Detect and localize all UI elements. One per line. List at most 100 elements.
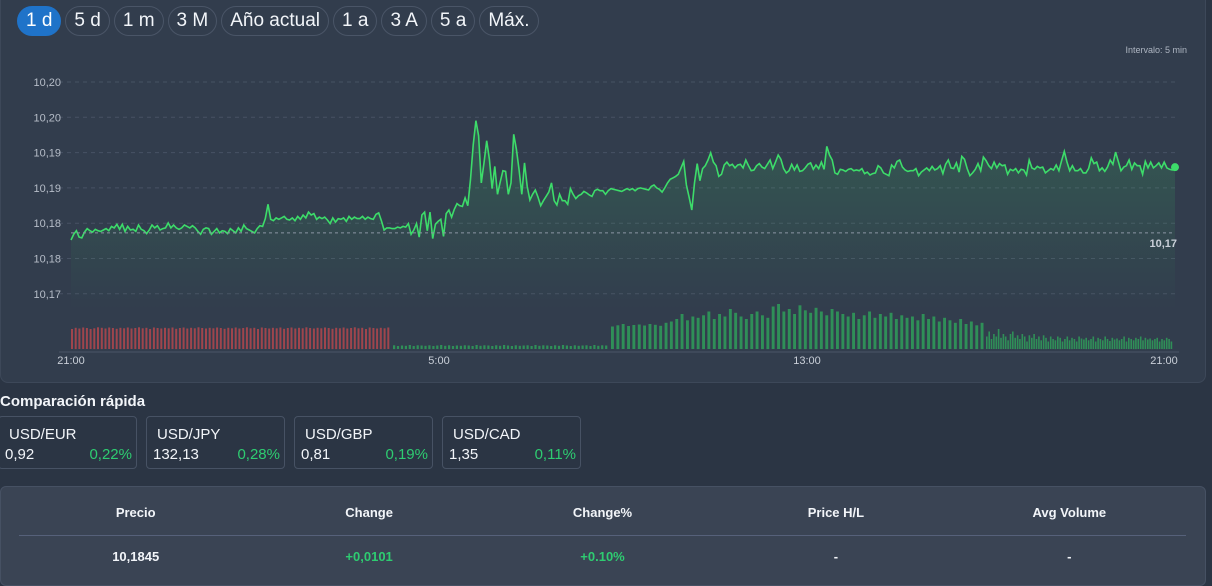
- volume-bar: [814, 307, 818, 350]
- volume-bar: [376, 328, 379, 349]
- volume-bar: [89, 329, 92, 349]
- volume-bar: [798, 305, 802, 350]
- volume-bar: [554, 345, 557, 350]
- compare-card-usd-gbp[interactable]: USD/GBP 0,81 0,19%: [294, 416, 433, 469]
- compare-change: 0,11%: [534, 446, 576, 463]
- volume-bar: [1128, 337, 1130, 350]
- volume-bar: [149, 329, 152, 349]
- volume-bar: [857, 319, 861, 349]
- y-tick-label: 10,18: [33, 218, 61, 230]
- volume-bar: [707, 311, 711, 349]
- volume-bar: [1099, 339, 1102, 349]
- volume-bar: [510, 346, 513, 349]
- volume-bar: [436, 345, 439, 349]
- volume-bar: [182, 327, 185, 349]
- volume-bar: [723, 316, 727, 349]
- volume-bar: [761, 315, 764, 350]
- volume-bar: [1012, 331, 1014, 349]
- volume-bar: [227, 327, 230, 350]
- compare-card-usd-eur[interactable]: USD/EUR 0,92 0,22%: [0, 416, 137, 469]
- tab-3m[interactable]: 3 M: [167, 6, 218, 36]
- volume-bar: [396, 346, 400, 349]
- tab-ytd[interactable]: Año actual: [221, 6, 330, 36]
- volume-bar: [1038, 336, 1040, 349]
- volume-bar: [1045, 337, 1047, 350]
- volume-bar: [782, 311, 786, 349]
- tab-1m[interactable]: 1 m: [113, 6, 164, 36]
- volume-bar: [130, 328, 133, 349]
- volume-bar: [216, 327, 219, 349]
- volume-bar: [491, 346, 494, 349]
- tab-5d[interactable]: 5 d: [65, 6, 110, 36]
- volume-bar: [342, 327, 345, 349]
- volume-bar: [115, 328, 118, 350]
- volume-bar: [1047, 341, 1050, 349]
- volume-bar: [212, 328, 215, 350]
- volume-bar: [1040, 340, 1042, 350]
- volume-bar: [980, 322, 984, 350]
- volume-bar: [82, 327, 85, 349]
- volume-bar: [1149, 338, 1151, 349]
- volume-bar: [119, 327, 122, 350]
- volume-bar: [1016, 335, 1019, 350]
- tab-max[interactable]: Máx.: [479, 6, 539, 36]
- volume-bar: [793, 314, 796, 349]
- volume-bar: [675, 319, 679, 349]
- volume-bar: [889, 312, 893, 350]
- volume-bar: [451, 346, 455, 349]
- compare-change: 0,28%: [237, 446, 280, 463]
- volume-bar: [1035, 339, 1038, 349]
- volume-bar: [988, 331, 990, 349]
- volume-bar: [242, 328, 245, 349]
- y-tick-label: 10,18: [33, 254, 61, 266]
- volume-bar: [201, 328, 204, 349]
- volume-bar: [632, 325, 636, 349]
- y-tick-label: 10,17: [33, 289, 61, 301]
- volume-bar: [911, 316, 914, 349]
- volume-bar: [648, 324, 652, 349]
- compare-card-usd-jpy[interactable]: USD/JPY 132,13 0,28%: [146, 416, 285, 469]
- value-price-hl: -: [833, 549, 839, 564]
- value-price: 10,1845: [112, 549, 160, 564]
- volume-bar: [734, 312, 738, 350]
- volume-bar: [862, 315, 866, 350]
- volume-bar: [346, 328, 349, 349]
- volume-bar: [1073, 339, 1076, 349]
- volume-bar: [809, 312, 813, 350]
- volume-bar: [550, 346, 553, 349]
- stats-header-row: Precio Change Change% Price H/L Avg Volu…: [19, 505, 1186, 525]
- volume-bar: [393, 345, 396, 350]
- volume-bar: [1054, 340, 1057, 350]
- volume-bar: [616, 325, 620, 350]
- tab-3y[interactable]: 3 A: [381, 6, 427, 36]
- volume-bar: [932, 316, 936, 349]
- volume-bar: [350, 328, 353, 349]
- volume-bar: [1080, 338, 1083, 349]
- range-tabs: 1 d 5 d 1 m 3 M Año actual 1 a 3 A 5 a M…: [17, 6, 539, 36]
- interval-label: Intervalo: 5 min: [1125, 45, 1187, 55]
- volume-bar: [522, 345, 525, 349]
- volume-bar: [1156, 337, 1158, 350]
- volume-bar: [621, 324, 625, 349]
- volume-bar: [93, 328, 96, 350]
- volume-bar: [171, 327, 174, 349]
- price-chart[interactable]: 10,20 10,20 10,19 10,19 10,18 10,18 10,17 10,1…: [1, 0, 1207, 383]
- volume-bar: [1083, 339, 1085, 349]
- volume-bar: [268, 328, 271, 349]
- volume-bar: [1021, 334, 1024, 349]
- volume-bar: [420, 345, 423, 349]
- tab-1y[interactable]: 1 a: [333, 6, 378, 36]
- volume-bar: [178, 328, 181, 349]
- volume-bar: [1066, 336, 1069, 349]
- current-price-label: 10,17: [1149, 238, 1177, 250]
- volume-bar: [969, 321, 973, 349]
- volume-bar: [943, 317, 946, 350]
- volume-bar: [1075, 341, 1078, 349]
- volume-bar: [986, 336, 988, 349]
- header-avg-volume: Avg Volume: [1032, 505, 1107, 520]
- compare-card-usd-cad[interactable]: USD/CAD 1,35 0,11%: [442, 416, 581, 469]
- tab-5y[interactable]: 5 a: [430, 6, 476, 36]
- volume-bar: [353, 327, 356, 350]
- volume-bar: [1064, 339, 1066, 349]
- tab-1d[interactable]: 1 d: [17, 6, 62, 36]
